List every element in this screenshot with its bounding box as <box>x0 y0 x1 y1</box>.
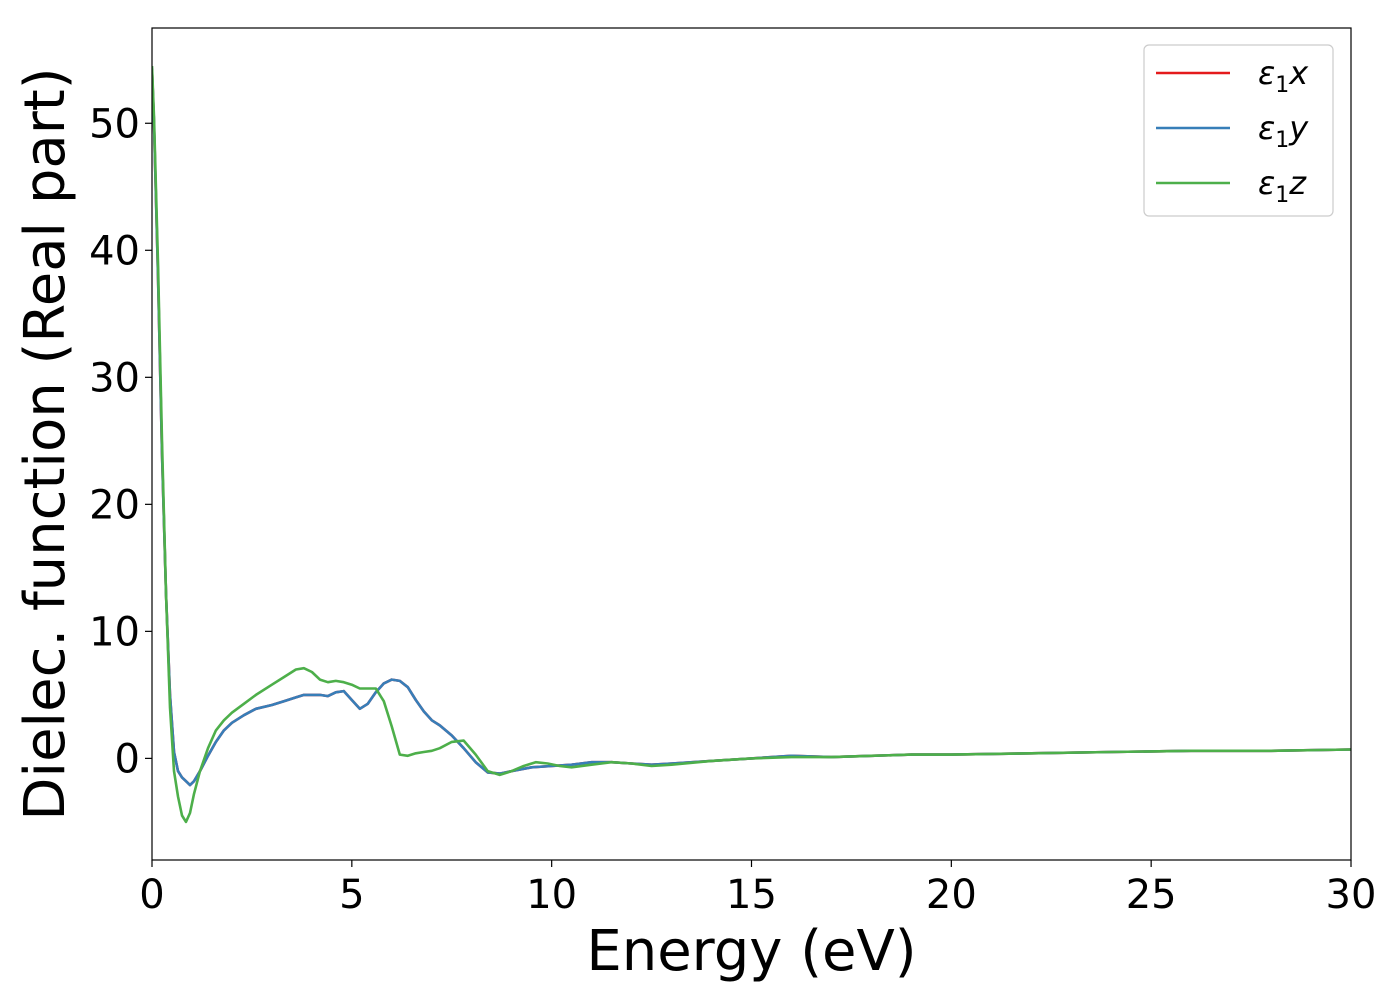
y-tick-label: 10 <box>89 609 140 655</box>
y-axis-ticks: 0 10 20 30 40 50 <box>89 101 152 782</box>
x-tick-label: 5 <box>339 872 364 918</box>
x-axis-ticks: 0 5 10 15 20 25 30 <box>139 860 1376 918</box>
legend-label-y: ε1y <box>1258 109 1309 153</box>
legend-label-main: ε <box>1258 109 1275 147</box>
legend-label-sub: 1 <box>1275 73 1289 98</box>
y-tick-label: 0 <box>115 736 140 782</box>
legend-label-end: x <box>1288 54 1309 92</box>
legend-label-end: y <box>1288 109 1309 147</box>
series-layer <box>152 66 1351 824</box>
legend-label-main: ε <box>1258 164 1275 202</box>
x-tick-label: 15 <box>726 872 777 918</box>
legend-label-end: z <box>1288 164 1307 202</box>
y-tick-label: 30 <box>89 355 140 401</box>
y-tick-label: 20 <box>89 482 140 528</box>
legend-label-main: ε <box>1258 54 1275 92</box>
legend-label-sub: 1 <box>1275 183 1289 208</box>
x-tick-label: 20 <box>926 872 977 918</box>
x-tick-label: 0 <box>139 872 164 918</box>
legend-label-sub: 1 <box>1275 128 1289 153</box>
legend-label-x: ε1x <box>1258 54 1309 98</box>
x-tick-label: 10 <box>526 872 577 918</box>
legend-box <box>1143 44 1334 217</box>
x-tick-label: 25 <box>1126 872 1177 918</box>
x-tick-label: 30 <box>1326 872 1377 918</box>
y-tick-label: 50 <box>89 101 140 147</box>
y-axis-label: Dielec. function (Real part) <box>13 67 78 820</box>
y-tick-label: 40 <box>89 228 140 274</box>
legend-label-z: ε1z <box>1258 164 1307 208</box>
series-line-z <box>152 66 1351 824</box>
x-axis-label: Energy (eV) <box>586 919 916 984</box>
